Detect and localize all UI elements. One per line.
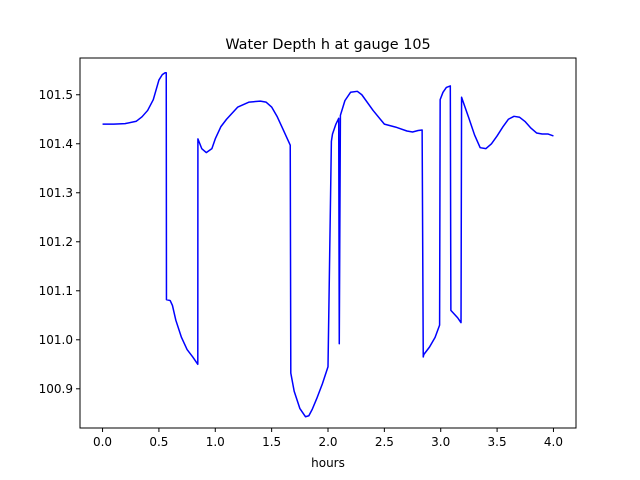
y-tick-label: 101.5 [39,88,73,102]
x-axis-ticks: 0.0 0.5 1.0 1.5 2.0 2.5 3.0 3.5 4.0 [93,428,563,449]
x-tick-label: 1.5 [262,435,281,449]
x-tick-label: 2.5 [375,435,394,449]
series-line-0 [102,71,554,418]
y-tick-label: 101.2 [39,235,73,249]
y-tick-label: 100.9 [39,382,73,396]
x-tick-label: 3.5 [488,435,507,449]
y-axis-ticks: 100.9 101.0 101.1 101.2 101.3 101.4 101.5 [39,88,80,396]
x-tick-label: 0.0 [93,435,112,449]
x-tick-label: 0.5 [149,435,168,449]
x-tick-label: 3.0 [431,435,450,449]
y-tick-label: 101.0 [39,333,73,347]
y-tick-label: 101.4 [39,137,73,151]
x-axis-title: hours [311,456,345,470]
plot-area [102,71,554,418]
x-tick-label: 1.0 [206,435,225,449]
y-tick-label: 101.3 [39,186,73,200]
x-tick-label: 2.0 [318,435,337,449]
y-tick-label: 101.1 [39,284,73,298]
chart-title: Water Depth h at gauge 105 [225,37,430,53]
x-tick-label: 4.0 [544,435,563,449]
